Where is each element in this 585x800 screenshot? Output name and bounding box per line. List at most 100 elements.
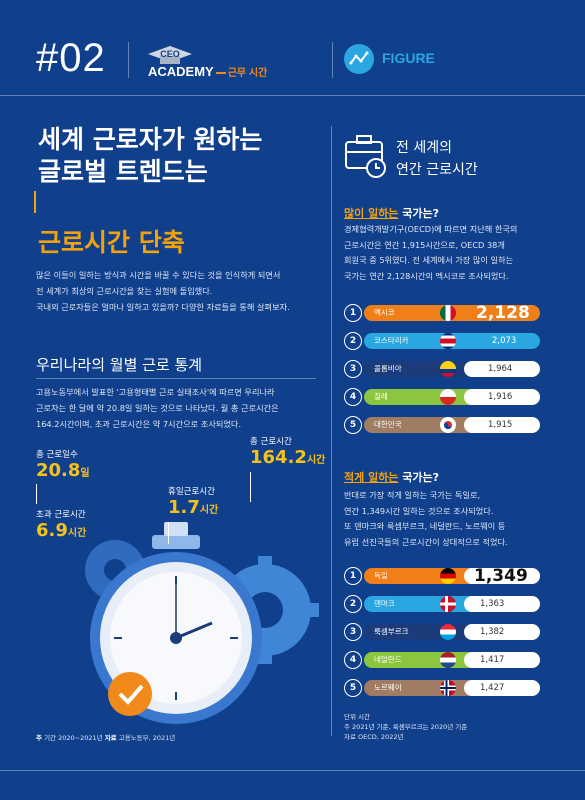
section-body: 고용노동부에서 발표한 '고용형태별 근로 실태조사'에 따르면 우리나라 근로… (36, 384, 326, 432)
chart-line-icon (344, 44, 374, 74)
most-row: 1 멕시코 2,128 (344, 304, 540, 322)
section-title: 우리나라의 월별 근로 통계 (36, 356, 203, 374)
stat-value: 20.8일 (36, 460, 90, 481)
right-title: 전 세계의 연간 근로시간 (396, 137, 478, 181)
rank-badge: 3 (344, 360, 362, 378)
least-row: 2 덴마크 1,363 (344, 595, 540, 613)
value: 1,915 (488, 420, 513, 430)
country-name: 네덜란드 (374, 655, 402, 664)
most-work-title: 많이 일하는 국가는? (344, 207, 440, 220)
country-name: 독일 (374, 571, 388, 580)
stat-pointer (36, 484, 37, 504)
note-line: 주 2021년 기준, 룩셈부르크는 2020년 기준 (344, 723, 468, 731)
country-name: 룩셈부르크 (374, 627, 409, 636)
stat-label: 총 근로시간 (250, 437, 292, 447)
least-row: 5 노르웨이 1,427 (344, 679, 540, 697)
value: 1,427 (480, 683, 505, 693)
intro-line: 국내외 근로자들은 얼마나 일하고 있을까? 다양한 자료들을 통해 살펴보자. (36, 302, 290, 312)
body-line: 경제협력개발기구(OECD)에 따르면 지난해 한국의 (344, 224, 518, 234)
body-line: 유럽 선진국들의 근로시간이 상대적으로 적었다. (344, 536, 508, 547)
header-divider-2 (332, 42, 333, 78)
academy-text: ACADEMY (148, 64, 214, 79)
intro-line: 많은 이들이 일하는 방식과 시간을 바꿀 수 있다는 것을 인식하게 되면서 (36, 270, 281, 280)
section-line: 고용노동부에서 발표한 '고용형태별 근로 실태조사'에 따르면 우리나라 (36, 387, 275, 397)
academy-separator (215, 71, 226, 74)
most-row: 5 대한민국 1,915 (344, 416, 540, 434)
body-line: 반대로 가장 적게 일하는 국가는 독일로, (344, 490, 481, 500)
stat-label: 휴일근로시간 (168, 487, 215, 497)
country-name: 멕시코 (374, 308, 395, 317)
least-work-title: 적게 일하는 국가는? (344, 471, 440, 484)
stat-total-days: 총 근로일수 20.8일 (36, 448, 90, 481)
intro-line: 전 세계가 최상의 근로시간을 찾는 실험에 돌입했다. (36, 286, 213, 296)
main-title-line2: 글로벌 트렌드는 (38, 157, 208, 186)
stat-holiday: 휴일근로시간 1.7시간 (168, 485, 218, 518)
least-row: 3 룩셈부르크 1,382 (344, 623, 540, 641)
stopwatch-illustration (60, 510, 330, 728)
stat-value: 6.9시간 (36, 520, 87, 541)
country-name: 덴마크 (374, 599, 395, 608)
rank-badge: 4 (344, 388, 362, 406)
stat-pointer (168, 522, 169, 544)
value-pill (464, 361, 540, 377)
stat-value: 164.2시간 (250, 447, 326, 468)
figure-label: FIGURE (382, 50, 435, 66)
rank-badge: 5 (344, 679, 362, 697)
header-divider (128, 42, 129, 78)
colombia-flag-icon (440, 361, 456, 377)
value-pill (464, 568, 540, 584)
germany-flag-icon (440, 568, 456, 584)
rank-badge: 3 (344, 623, 362, 641)
country-name: 칠레 (374, 392, 388, 401)
section-line: 근로자는 한 달에 약 20.8일 일하는 것으로 나타났다. 월 총 근로시간… (36, 403, 279, 413)
stat-total-hours: 총 근로시간 164.2시간 (250, 435, 325, 468)
most-row: 4 칠레 1,916 (344, 388, 540, 406)
body-line: 회원국 중 5위였다. 전 세계에서 가장 많이 일하는 (344, 255, 514, 265)
intro-text: 많은 이들이 일하는 방식과 시간을 바꿀 수 있다는 것을 인식하게 되면서 … (36, 267, 326, 315)
stat-label: 총 근로일수 (36, 450, 78, 460)
denmark-flag-icon (440, 596, 456, 612)
header-rule (0, 95, 585, 96)
body-line: 국가는 연간 2,128시간의 멕시코로 조사되었다. (344, 270, 509, 281)
graduation-cap-icon: CEO (146, 44, 194, 66)
body-line: 또 덴마크와 룩셈부르크, 네덜란드, 노르웨이 등 (344, 521, 506, 531)
ceo-badge-text: CEO (160, 49, 180, 59)
value: 2,073 (492, 336, 517, 346)
body-line: 근로시간은 연간 1,915시간으로, OECD 38개 (344, 239, 505, 250)
value: 1,916 (488, 392, 513, 402)
value-pill (464, 596, 540, 612)
title-accent-bar (34, 191, 36, 213)
right-title-line2: 연간 근로시간 (396, 162, 478, 178)
most-work-body: 경제협력개발기구(OECD)에 따르면 지난해 한국의 근로시간은 연간 1,9… (344, 222, 549, 284)
column-divider (331, 126, 332, 736)
right-footnote: 단위 시간 주 2021년 기준, 룩셈부르크는 2020년 기준 자료 OEC… (344, 712, 467, 742)
value-pill (464, 417, 540, 433)
value-pill (464, 680, 540, 696)
section-line: 164.2시간이며, 초과 근로시간은 약 7시간으로 조사되었다. (36, 419, 242, 429)
korea-flag-icon (440, 417, 456, 433)
least-row: 4 네덜란드 1,417 (344, 651, 540, 669)
mexico-flag-icon (440, 305, 456, 321)
value: 2,128 (476, 303, 530, 323)
academy-subtitle: 근무 시간 (227, 68, 268, 79)
country-name: 대한민국 (374, 420, 402, 429)
main-title-highlight: 근로시간 단축 (38, 228, 185, 257)
rank-badge: 1 (344, 304, 362, 322)
most-row: 3 콜롬비아 1,964 (344, 360, 540, 378)
stat-value: 1.7시간 (168, 497, 219, 518)
least-work-body: 반대로 가장 적게 일하는 국가는 독일로, 연간 1,349시간 일하는 것으… (344, 488, 549, 550)
least-row: 1 독일 1,349 (344, 567, 540, 585)
section-rule (36, 378, 316, 379)
rank-badge: 4 (344, 651, 362, 669)
left-footnote: 주 기간 2020~2021년 자료 고용노동부, 2021년 (36, 734, 176, 742)
main-title: 세계 근로자가 원하는 글로벌 트렌드는 (38, 124, 262, 188)
stat-overtime: 초과 근로시간 6.9시간 (36, 508, 86, 541)
body-line: 연간 1,349시간 일하는 것으로 조사되었다. (344, 505, 494, 516)
costa-rica-flag-icon (440, 333, 456, 349)
stat-pointer (250, 472, 251, 502)
norway-flag-icon (440, 680, 456, 696)
note-source: 자료 OECD, 2022년 (344, 733, 404, 741)
footer-rule (0, 770, 585, 771)
rank-badge: 5 (344, 416, 362, 434)
chile-flag-icon (440, 389, 456, 405)
